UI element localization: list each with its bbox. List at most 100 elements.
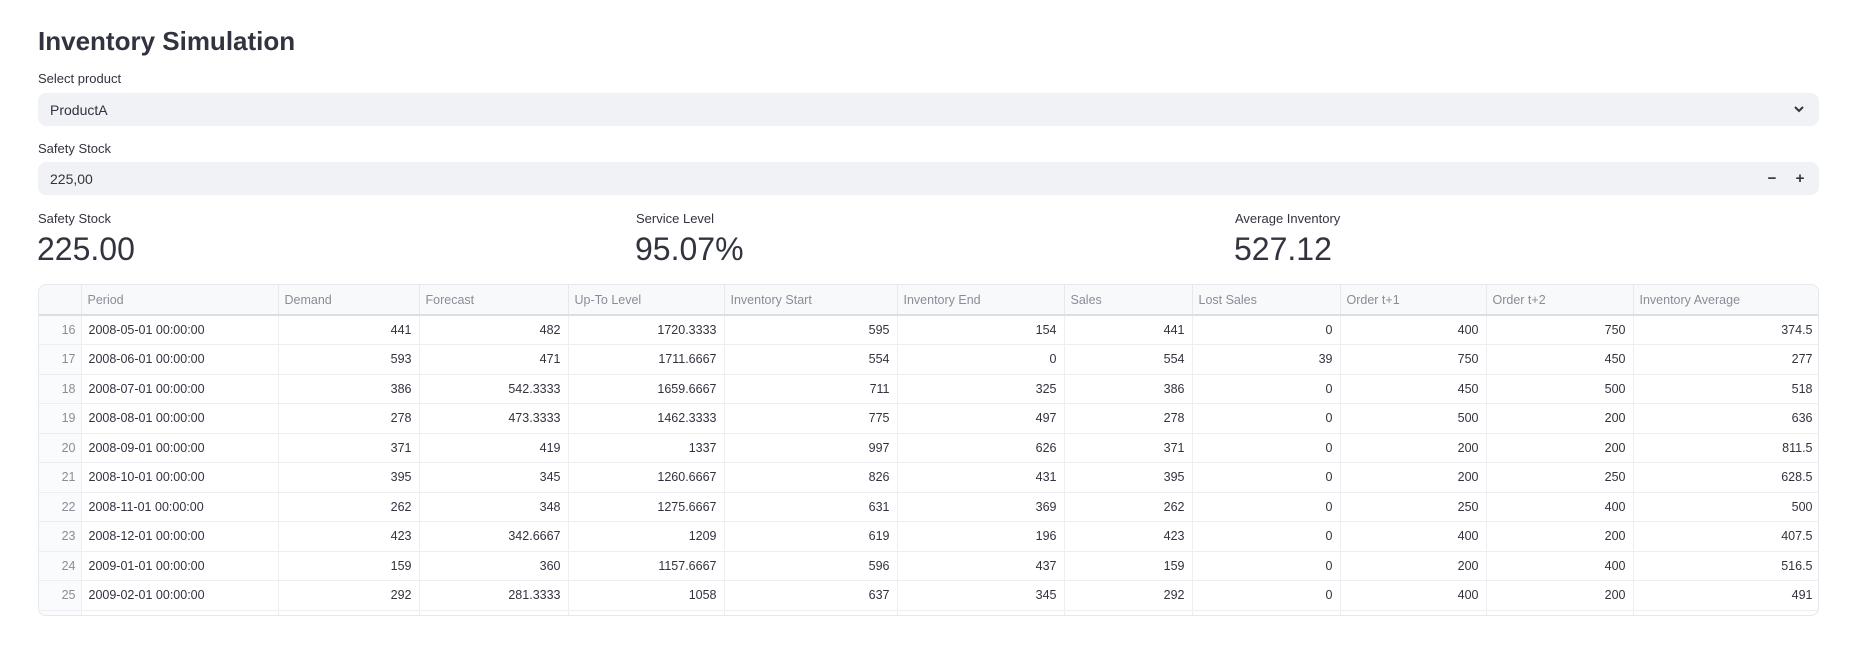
column-header[interactable]: Period (81, 285, 279, 316)
table-cell[interactable]: 2008-11-01 00:00:00 (81, 492, 279, 522)
table-cell[interactable]: 154 (897, 315, 1065, 345)
row-index[interactable]: 21 (39, 462, 82, 493)
table-cell[interactable]: 371 (1064, 433, 1193, 463)
table-cell[interactable]: 1260.6667 (568, 462, 725, 493)
table-cell[interactable]: 595 (724, 315, 898, 345)
table-cell[interactable]: 2008-12-01 00:00:00 (81, 521, 279, 552)
table-cell[interactable]: 491 (1633, 580, 1818, 611)
table-cell[interactable]: 811.5 (1633, 433, 1818, 463)
column-header[interactable]: Forecast (419, 285, 569, 316)
table-cell[interactable]: 400 (1340, 315, 1487, 345)
product-select[interactable]: ProductA (38, 93, 1819, 126)
table-cell[interactable]: 2009-01-01 00:00:00 (81, 551, 279, 581)
table-cell[interactable]: 386 (1064, 374, 1193, 404)
table-cell[interactable]: 400 (1486, 492, 1634, 522)
table-cell[interactable]: 471 (419, 344, 569, 375)
table-cell[interactable]: 360 (419, 551, 569, 581)
table-cell[interactable]: 159 (278, 551, 420, 581)
column-header[interactable]: Demand (278, 285, 420, 316)
row-index[interactable]: 24 (39, 551, 82, 581)
table-cell[interactable]: 200 (1486, 580, 1634, 611)
table-cell[interactable]: 711 (724, 374, 898, 404)
table-cell[interactable]: 637 (724, 580, 898, 611)
column-header[interactable]: Order t+1 (1340, 285, 1487, 316)
table-cell[interactable]: 593 (278, 344, 420, 375)
table-cell[interactable]: 200 (1340, 462, 1487, 493)
table-cell[interactable]: 437 (897, 551, 1065, 581)
table-cell[interactable]: 1058 (568, 580, 725, 611)
table-cell[interactable]: 0 (1192, 403, 1341, 434)
table-cell[interactable]: 745 (724, 610, 898, 615)
table-cell[interactable]: 292 (278, 580, 420, 611)
table-cell[interactable]: 518 (1633, 374, 1818, 404)
table-cell[interactable]: 200 (1340, 433, 1487, 463)
table-cell[interactable]: 200 (1340, 551, 1487, 581)
column-header[interactable]: Sales (1064, 285, 1193, 316)
table-cell[interactable]: 1209 (568, 521, 725, 552)
table-cell[interactable]: 200 (1486, 521, 1634, 552)
table-cell[interactable]: 250 (1340, 492, 1487, 522)
table-cell[interactable]: 482 (419, 315, 569, 345)
column-header[interactable]: Inventory End (897, 285, 1065, 316)
table-cell[interactable]: 631 (724, 492, 898, 522)
table-cell[interactable]: 262 (1064, 492, 1193, 522)
table-cell[interactable]: 0 (1192, 462, 1341, 493)
row-index[interactable]: 23 (39, 521, 82, 552)
data-table[interactable]: Period Demand Forecast Up-To Level Inventory… (38, 284, 1819, 616)
table-cell[interactable]: 554 (1064, 344, 1193, 375)
table-cell[interactable]: 281.3333 (419, 580, 569, 611)
table-cell[interactable]: 345 (419, 462, 569, 493)
table-cell[interactable]: 348 (419, 492, 569, 522)
table-cell[interactable]: 292 (1064, 580, 1193, 611)
table-cell[interactable]: 0 (1192, 492, 1341, 522)
table-cell[interactable]: 386 (278, 374, 420, 404)
decrement-button[interactable]: − (1767, 170, 1777, 187)
table-cell[interactable]: 0 (1192, 580, 1341, 611)
table-cell[interactable]: 450 (1340, 374, 1487, 404)
table-cell[interactable]: 626 (897, 433, 1065, 463)
table-cell[interactable]: 580 (1633, 610, 1818, 615)
table-cell[interactable]: 407.5 (1633, 521, 1818, 552)
table-cell[interactable]: 300 (1340, 610, 1487, 615)
row-index[interactable]: 19 (39, 403, 82, 434)
table-cell[interactable]: 330 (278, 610, 420, 615)
table-cell[interactable]: 423 (1064, 521, 1193, 552)
table-cell[interactable]: 400 (1340, 580, 1487, 611)
table-cell[interactable]: 542.3333 (419, 374, 569, 404)
table-cell[interactable]: 1462.3333 (568, 403, 725, 434)
table-cell[interactable]: 2008-09-01 00:00:00 (81, 433, 279, 463)
column-header[interactable]: Inventory Start (724, 285, 898, 316)
table-cell[interactable]: 775 (724, 403, 898, 434)
table-cell[interactable]: 196 (897, 521, 1065, 552)
column-header[interactable]: Lost Sales (1192, 285, 1341, 316)
table-cell[interactable]: 262 (278, 492, 420, 522)
table-cell[interactable]: 419 (419, 433, 569, 463)
table-cell[interactable]: 500 (1633, 492, 1818, 522)
table-cell[interactable]: 1659.6667 (568, 374, 725, 404)
table-cell[interactable]: 619 (724, 521, 898, 552)
row-index[interactable]: 26 (39, 610, 82, 615)
table-cell[interactable]: 369 (897, 492, 1065, 522)
table-cell[interactable]: 342.6667 (419, 521, 569, 552)
row-index[interactable]: 17 (39, 344, 82, 375)
table-cell[interactable]: 431 (897, 462, 1065, 493)
table-cell[interactable]: 2009-02-01 00:00:00 (81, 580, 279, 611)
column-header[interactable]: Inventory Average (1633, 285, 1818, 316)
table-cell[interactable]: 1076.6667 (568, 610, 725, 615)
table-cell[interactable]: 450 (1486, 344, 1634, 375)
table-cell[interactable]: 281.3333 (419, 610, 569, 615)
table-cell[interactable]: 1720.3333 (568, 315, 725, 345)
table-cell[interactable]: 516.5 (1633, 551, 1818, 581)
table-cell[interactable]: 395 (278, 462, 420, 493)
column-header[interactable]: Up-To Level (568, 285, 725, 316)
table-cell[interactable]: 0 (1192, 610, 1341, 615)
table-cell[interactable]: 330 (1064, 610, 1193, 615)
table-cell[interactable]: 159 (1064, 551, 1193, 581)
table-cell[interactable]: 500 (1340, 403, 1487, 434)
table-cell[interactable]: 636 (1633, 403, 1818, 434)
table-cell[interactable]: 1337 (568, 433, 725, 463)
table-cell[interactable]: 997 (724, 433, 898, 463)
table-cell[interactable]: 1157.6667 (568, 551, 725, 581)
table-cell[interactable]: 374.5 (1633, 315, 1818, 345)
table-cell[interactable]: 200 (1486, 433, 1634, 463)
